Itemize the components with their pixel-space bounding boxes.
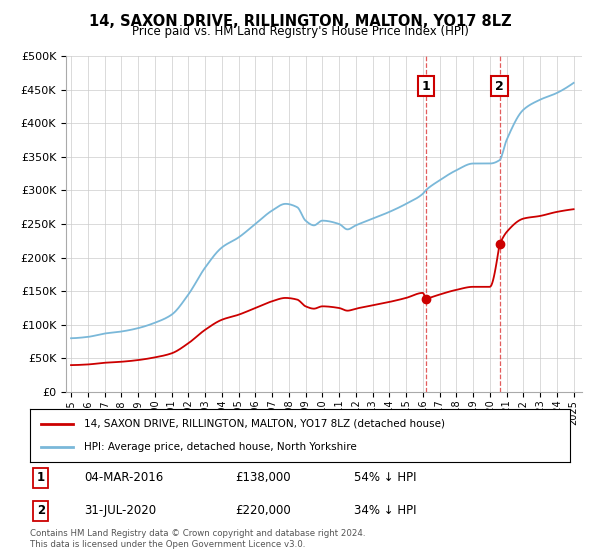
Text: HPI: Average price, detached house, North Yorkshire: HPI: Average price, detached house, Nort… [84,442,357,452]
Text: 31-JUL-2020: 31-JUL-2020 [84,504,156,517]
Text: 34% ↓ HPI: 34% ↓ HPI [354,504,416,517]
Text: Price paid vs. HM Land Registry's House Price Index (HPI): Price paid vs. HM Land Registry's House … [131,25,469,38]
Text: 2: 2 [495,80,504,92]
Text: 2: 2 [37,504,45,517]
Text: £220,000: £220,000 [235,504,291,517]
Text: Contains HM Land Registry data © Crown copyright and database right 2024.
This d: Contains HM Land Registry data © Crown c… [30,529,365,549]
Text: 54% ↓ HPI: 54% ↓ HPI [354,471,416,484]
Text: £138,000: £138,000 [235,471,291,484]
Text: 14, SAXON DRIVE, RILLINGTON, MALTON, YO17 8LZ (detached house): 14, SAXON DRIVE, RILLINGTON, MALTON, YO1… [84,419,445,429]
Text: 1: 1 [37,471,45,484]
Text: 14, SAXON DRIVE, RILLINGTON, MALTON, YO17 8LZ: 14, SAXON DRIVE, RILLINGTON, MALTON, YO1… [89,14,511,29]
Text: 1: 1 [421,80,430,92]
Text: 04-MAR-2016: 04-MAR-2016 [84,471,163,484]
